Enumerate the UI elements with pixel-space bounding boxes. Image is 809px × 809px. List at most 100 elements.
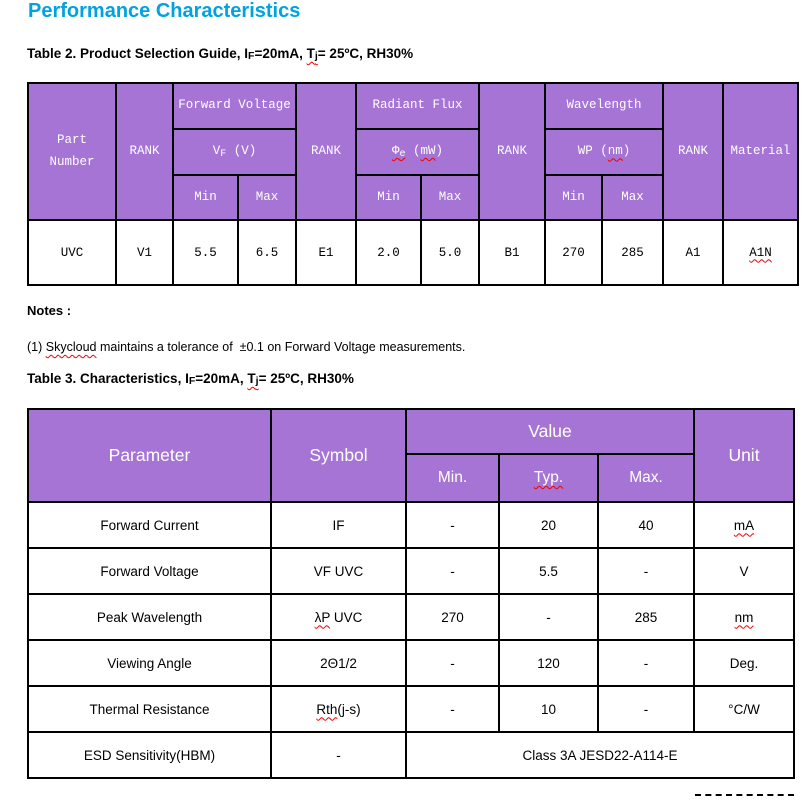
wp-paren: )	[622, 144, 631, 159]
cell-max: -	[597, 685, 695, 733]
cell-wl-max: 285	[601, 219, 665, 286]
table3-caption-text: Table 3. Characteristics, I	[27, 371, 189, 386]
table-row: Viewing Angle 2Θ1/2 - 120 - Deg.	[27, 639, 795, 687]
spellcheck-mw: mW	[420, 144, 436, 158]
th-flux-max: Max	[419, 174, 481, 221]
table-row: Forward Current IF - 20 40 mA	[27, 501, 795, 549]
cell-symbol: λP UVC	[270, 593, 407, 641]
th-wl-max: Max	[601, 174, 665, 221]
cell-unit: mA	[693, 501, 795, 549]
vf-symbol: V	[212, 144, 221, 158]
th-part-number-line1: Part	[56, 133, 87, 148]
cell-max: -	[597, 639, 695, 687]
cell-min: 270	[405, 593, 500, 641]
characteristics-table: Parameter Symbol Value Unit Min. Typ. Ma…	[27, 408, 795, 779]
table-row: Peak Wavelength λP UVC 270 - 285 nm	[27, 593, 795, 641]
cell-rank-v: V1	[115, 219, 174, 286]
cell-material: A1N	[722, 219, 800, 286]
th-forward-voltage: Forward Voltage	[172, 82, 297, 130]
cell-unit: Deg.	[693, 639, 795, 687]
table2-caption-text: T	[306, 46, 315, 61]
th-min: Min.	[405, 453, 500, 503]
cell-symbol: 2Θ1/2	[270, 639, 407, 687]
th-vf-max: Max	[237, 174, 297, 221]
th-unit: Unit	[693, 408, 795, 503]
wp-symbol: WP (	[577, 144, 608, 159]
phie-paren: (	[405, 144, 421, 158]
th-parameter: Parameter	[27, 408, 272, 503]
cell-symbol: -	[270, 731, 407, 779]
table2-caption-text: = 25ºC, RH30%	[317, 46, 414, 61]
table2-caption: Table 2. Product Selection Guide, IF=20m…	[27, 46, 413, 62]
cell-typ: 10	[498, 685, 599, 733]
th-rank-4: RANK	[662, 82, 725, 221]
th-radiant-flux: Radiant Flux	[354, 82, 481, 130]
table2-caption-text: =20mA,	[254, 46, 307, 61]
table3-caption-text: T	[247, 371, 256, 386]
spellcheck-nm: nm	[607, 144, 623, 159]
th-typ: Typ.	[498, 453, 599, 503]
page-title: Performance Characteristics	[28, 0, 301, 22]
th-wavelength: Wavelength	[544, 82, 665, 130]
cell-parameter: Peak Wavelength	[27, 593, 272, 641]
th-vf-unit: VF (V)	[172, 128, 297, 176]
spellcheck-tj: Tj	[306, 46, 318, 62]
cell-max: 285	[597, 593, 695, 641]
product-selection-table: Part Number RANK Forward Voltage RANK Rad…	[27, 82, 800, 286]
cell-part-number: UVC	[27, 219, 117, 286]
subscript-j: j	[314, 50, 318, 62]
spellcheck-tj: Tj	[247, 371, 258, 387]
table-row: ESD Sensitivity(HBM) - Class 3A JESD22-A…	[27, 731, 795, 779]
th-value: Value	[405, 408, 695, 455]
cell-min: -	[405, 639, 500, 687]
cell-parameter: Forward Current	[27, 501, 272, 549]
cell-typ: -	[498, 593, 599, 641]
cell-vf-min: 5.5	[172, 219, 239, 286]
phie-paren: )	[435, 144, 444, 158]
cell-max: -	[597, 547, 695, 595]
th-wp-unit: WP (nm)	[544, 128, 665, 176]
th-rank-1: RANK	[115, 82, 174, 221]
cell-flux-min: 2.0	[355, 219, 422, 286]
th-rank-2: RANK	[295, 82, 357, 221]
table-row: UVC V1 5.5 6.5 E1 2.0 5.0 B1 270 285 A1 …	[27, 219, 800, 286]
cell-typ: 5.5	[498, 547, 599, 595]
subscript-f: F	[220, 149, 227, 160]
vf-unit: (V)	[226, 144, 257, 158]
cell-parameter: Forward Voltage	[27, 547, 272, 595]
cell-vf-max: 6.5	[237, 219, 297, 286]
cell-min: -	[405, 501, 500, 549]
cell-parameter: Viewing Angle	[27, 639, 272, 687]
th-vf-min: Min	[172, 174, 239, 221]
spellcheck-rth: Rth	[316, 701, 338, 717]
table3-caption-text: =20mA,	[195, 371, 248, 386]
subscript-e: e	[399, 149, 406, 160]
cell-flux-max: 5.0	[419, 219, 481, 286]
note-1-text: (1)	[27, 340, 46, 354]
cell-unit: °C/W	[693, 685, 795, 733]
th-max: Max.	[597, 453, 695, 503]
th-phie-unit: Φe (mW)	[354, 128, 481, 176]
spellcheck-phie: Φe	[391, 144, 406, 160]
th-flux-min: Min	[355, 174, 422, 221]
th-material: Material	[722, 82, 800, 221]
spellcheck-nm: nm	[734, 609, 754, 625]
th-part-number-line2: Number	[49, 154, 95, 169]
notes-heading: Notes :	[27, 303, 72, 318]
page-break-dashes	[695, 784, 794, 796]
cell-rank-e: E1	[295, 219, 357, 286]
cell-typ: 120	[498, 639, 599, 687]
phi-symbol: Φ	[391, 144, 400, 158]
cell-min: -	[405, 685, 500, 733]
cell-symbol: VF UVC	[270, 547, 407, 595]
spellcheck-ma: mA	[733, 517, 755, 533]
cell-parameter: ESD Sensitivity(HBM)	[27, 731, 272, 779]
cell-wl-min: 270	[544, 219, 604, 286]
table-row: Forward Voltage VF UVC - 5.5 - V	[27, 547, 795, 595]
th-rank-3: RANK	[478, 82, 547, 221]
cell-rank-a: A1	[662, 219, 725, 286]
cell-unit: V	[693, 547, 795, 595]
spellcheck-lambda-p: λP	[314, 609, 331, 625]
th-symbol: Symbol	[270, 408, 407, 503]
table-row: Thermal Resistance Rth(j-s) - 10 - °C/W	[27, 685, 795, 733]
